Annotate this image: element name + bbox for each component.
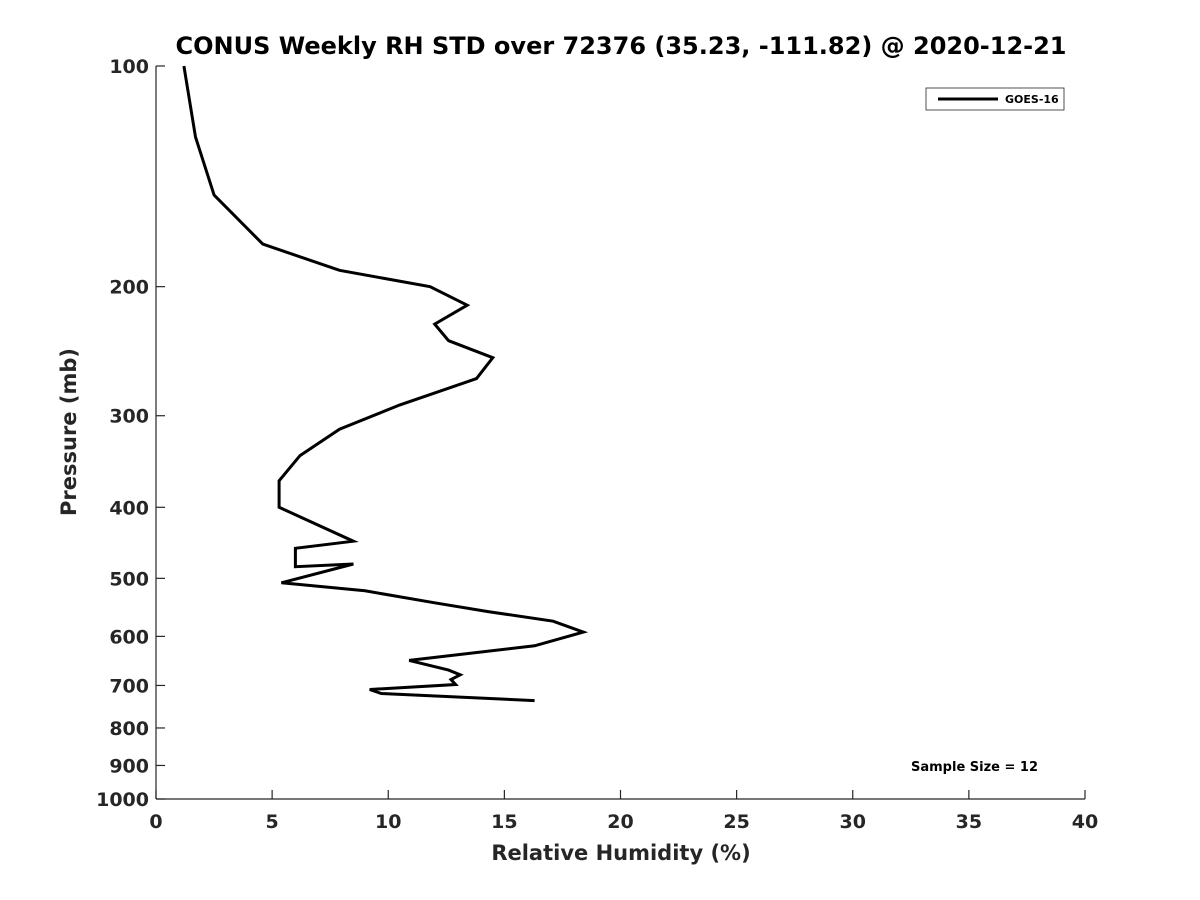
series-line-goes16 [182,65,589,703]
legend-label-goes16: GOES-16 [1005,93,1059,106]
chart-title: CONUS Weekly RH STD over 72376 (35.23, -… [175,32,1066,60]
x-axis-label: Relative Humidity (%) [491,841,750,865]
x-tick-label: 20 [607,811,633,833]
x-tick-label: 40 [1072,811,1098,833]
y-tick-label: 400 [109,497,149,519]
x-tick-label: 35 [956,811,982,833]
y-tick-label: 900 [109,755,149,777]
y-tick-label: 500 [109,568,149,590]
y-axis-label: Pressure (mb) [57,348,81,516]
x-tick-label: 0 [149,811,162,833]
series-layer [182,65,589,703]
x-tick-label: 15 [491,811,517,833]
y-tick-label: 600 [109,626,149,648]
plot-area [156,66,1085,799]
y-tick-label: 100 [109,56,149,78]
y-tick-label: 300 [109,406,149,428]
y-tick-label: 200 [109,277,149,299]
y-tick-label: 700 [109,675,149,697]
x-tick-label: 5 [266,811,279,833]
x-tick-label: 10 [375,811,401,833]
sample-size-annotation: Sample Size = 12 [911,760,1038,775]
y-tick-label: 800 [109,718,149,740]
x-tick-label: 25 [723,811,749,833]
x-axis-ticks: 0 5 10 15 20 25 30 35 40 [149,790,1098,833]
y-axis-ticks: 100 200 300 400 500 600 700 800 900 1000 [96,56,165,811]
y-tick-label: 1000 [96,789,149,811]
legend: GOES-16 [925,87,1065,111]
x-tick-label: 30 [840,811,866,833]
